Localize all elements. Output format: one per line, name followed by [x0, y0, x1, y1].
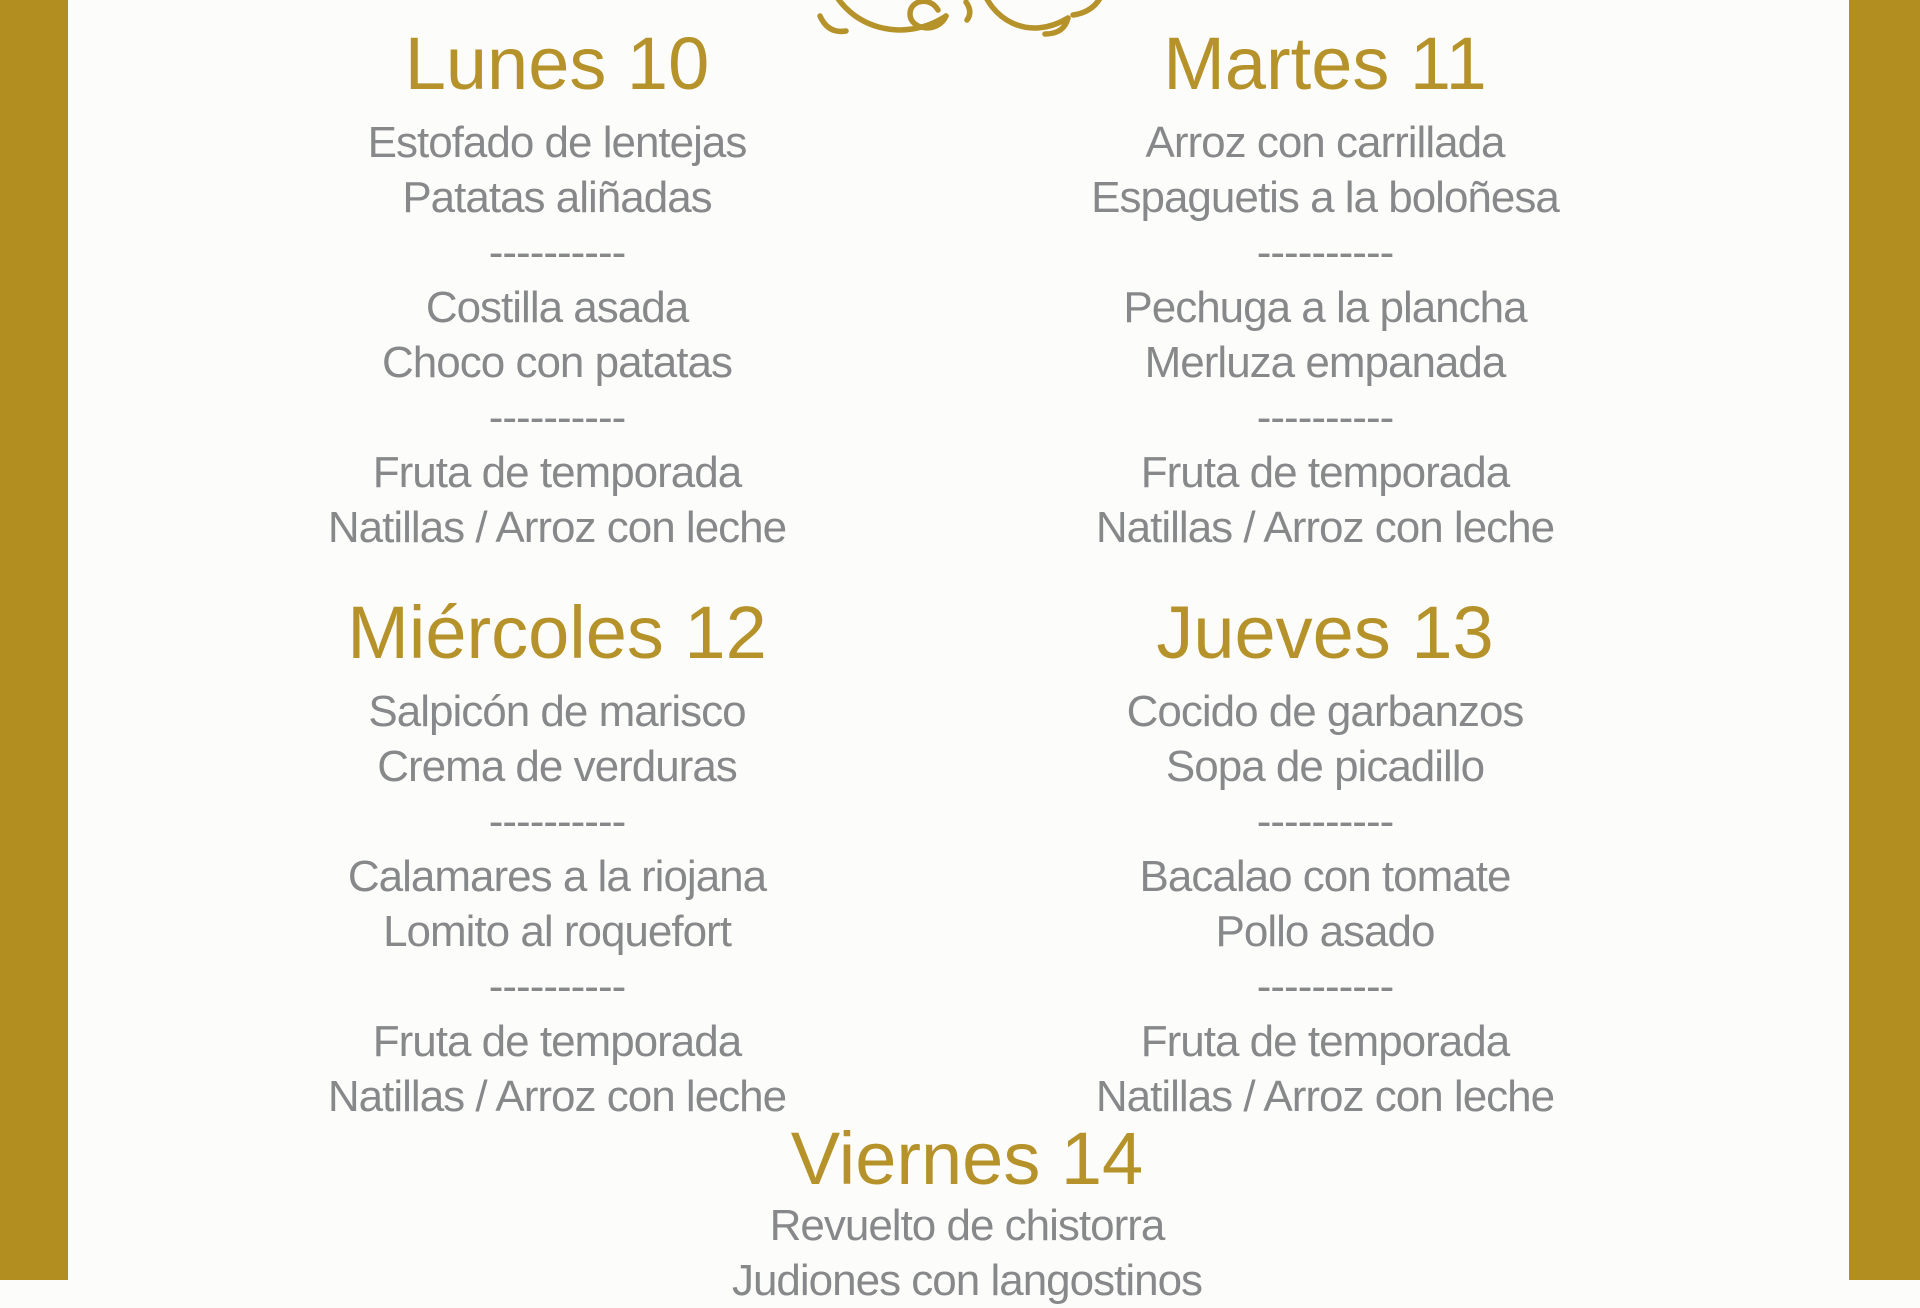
day-section-jueves: Jueves 13 Cocido de garbanzos Sopa de pi… — [945, 596, 1705, 1124]
day-heading: Lunes 10 — [404, 22, 710, 105]
dish-line: Crema de verduras — [377, 742, 738, 791]
separator-line: ---------- — [488, 228, 627, 277]
day-section-lunes: Lunes 10 Estofado de lentejas Patatas al… — [177, 27, 937, 555]
dish-line: Arroz con carrillada — [1145, 118, 1505, 167]
dish-line: Salpicón de marisco — [368, 687, 746, 736]
dish-line: Natillas / Arroz con leche — [327, 503, 787, 552]
dish-line: Choco con patatas — [382, 338, 733, 387]
dish-line: Revuelto de chistorra — [769, 1201, 1166, 1250]
separator-line: ---------- — [488, 393, 627, 442]
separator-line: ---------- — [488, 962, 627, 1011]
separator-line: ---------- — [1256, 228, 1395, 277]
dish-line: Judiones con langostinos — [731, 1256, 1203, 1305]
dish-line: Fruta de temporada — [1140, 448, 1510, 497]
dish-line: Espaguetis a la boloñesa — [1091, 173, 1560, 222]
dish-line: Fruta de temporada — [372, 1017, 742, 1066]
dish-list: Cocido de garbanzos Sopa de picadillo --… — [945, 684, 1705, 1124]
dish-line: Bacalao con tomate — [1139, 852, 1512, 901]
dish-list: Estofado de lentejas Patatas aliñadas --… — [177, 115, 937, 555]
dish-line: Fruta de temporada — [1140, 1017, 1510, 1066]
day-heading: Martes 11 — [1163, 22, 1487, 105]
dish-line: Fruta de temporada — [372, 448, 742, 497]
day-section-miercoles: Miércoles 12 Salpicón de marisco Crema d… — [177, 596, 937, 1124]
dish-line: Merluza empanada — [1144, 338, 1507, 387]
left-gold-border — [0, 0, 68, 1280]
dish-line: Natillas / Arroz con leche — [327, 1072, 787, 1121]
flourish-icon — [817, 0, 1103, 37]
dish-line: Costilla asada — [425, 283, 689, 332]
dish-line: Cocido de garbanzos — [1126, 687, 1525, 736]
dish-list: Revuelto de chistorra Judiones con lango… — [587, 1198, 1347, 1308]
dish-line: Patatas aliñadas — [402, 173, 712, 222]
dish-line: Pechuga a la plancha — [1123, 283, 1527, 332]
separator-line: ---------- — [1256, 797, 1395, 846]
right-gold-border — [1849, 0, 1920, 1280]
dish-line: Estofado de lentejas — [367, 118, 748, 167]
day-heading: Miércoles 12 — [347, 591, 767, 674]
dish-list: Salpicón de marisco Crema de verduras --… — [177, 684, 937, 1124]
separator-line: ---------- — [1256, 962, 1395, 1011]
separator-line: ---------- — [488, 797, 627, 846]
day-heading: Viernes 14 — [790, 1117, 1144, 1200]
separator-line: ---------- — [1256, 393, 1395, 442]
dish-line: Natillas / Arroz con leche — [1095, 1072, 1555, 1121]
dish-list: Arroz con carrillada Espaguetis a la bol… — [945, 115, 1705, 555]
day-section-martes: Martes 11 Arroz con carrillada Espagueti… — [945, 27, 1705, 555]
dish-line: Natillas / Arroz con leche — [1095, 503, 1555, 552]
day-heading: Jueves 13 — [1156, 591, 1494, 674]
dish-line: Sopa de picadillo — [1165, 742, 1485, 791]
dish-line: Lomito al roquefort — [383, 907, 732, 956]
dish-line: Pollo asado — [1215, 907, 1436, 956]
dish-line: Calamares a la riojana — [347, 852, 767, 901]
day-section-viernes: Viernes 14 Revuelto de chistorra Judione… — [587, 1122, 1347, 1308]
